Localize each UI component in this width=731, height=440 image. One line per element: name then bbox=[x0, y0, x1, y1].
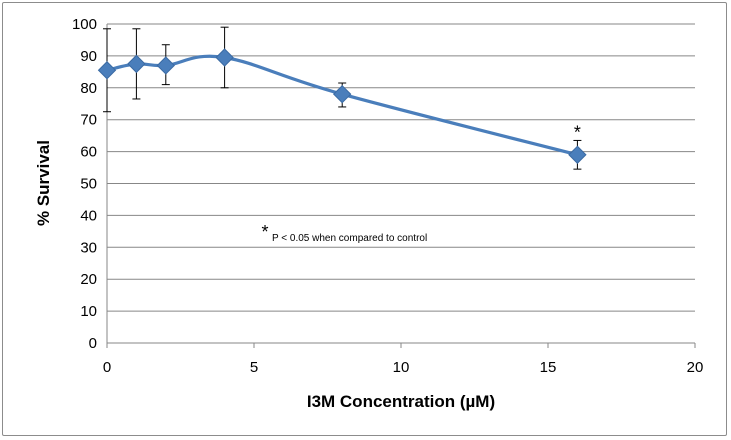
x-tick-label: 10 bbox=[393, 359, 410, 376]
y-tick-label: 20 bbox=[80, 271, 97, 288]
y-axis-title: % Survival bbox=[34, 140, 53, 226]
tick-labels: 0 10 20 30 40 50 60 70 80 90 100 0 5 10 15 20 bbox=[72, 16, 703, 376]
y-tick-label: 30 bbox=[80, 239, 97, 256]
footnote-text: P < 0.05 when compared to control bbox=[272, 233, 427, 244]
chart-frame bbox=[2, 2, 727, 436]
x-tick-label: 20 bbox=[687, 359, 704, 376]
x-tick-label: 15 bbox=[540, 359, 557, 376]
y-tick-label: 50 bbox=[80, 176, 97, 193]
x-tick-label: 5 bbox=[250, 359, 258, 376]
data-markers bbox=[97, 48, 587, 164]
x-axis-title: I3M Concentration (µM) bbox=[307, 392, 495, 411]
footnote-star: * bbox=[261, 222, 268, 242]
data-point bbox=[215, 48, 234, 67]
y-tick-label: 0 bbox=[89, 335, 97, 352]
gridlines bbox=[107, 23, 695, 312]
data-point bbox=[97, 61, 117, 80]
y-tick-label: 100 bbox=[72, 16, 97, 33]
data-point bbox=[156, 56, 176, 75]
y-tick-label: 10 bbox=[80, 303, 97, 320]
y-tick-label: 70 bbox=[80, 112, 97, 129]
axes bbox=[106, 24, 696, 348]
significance-star: * bbox=[574, 122, 581, 142]
data-point bbox=[127, 54, 146, 74]
y-tick-label: 40 bbox=[80, 207, 97, 224]
data-point bbox=[332, 84, 352, 104]
y-tick-label: 90 bbox=[80, 48, 97, 65]
y-tick-label: 60 bbox=[80, 144, 97, 161]
data-point bbox=[568, 145, 587, 164]
y-tick-label: 80 bbox=[80, 80, 97, 97]
annotations: * * P < 0.05 when compared to control bbox=[261, 122, 580, 244]
x-tick-label: 0 bbox=[103, 359, 111, 376]
